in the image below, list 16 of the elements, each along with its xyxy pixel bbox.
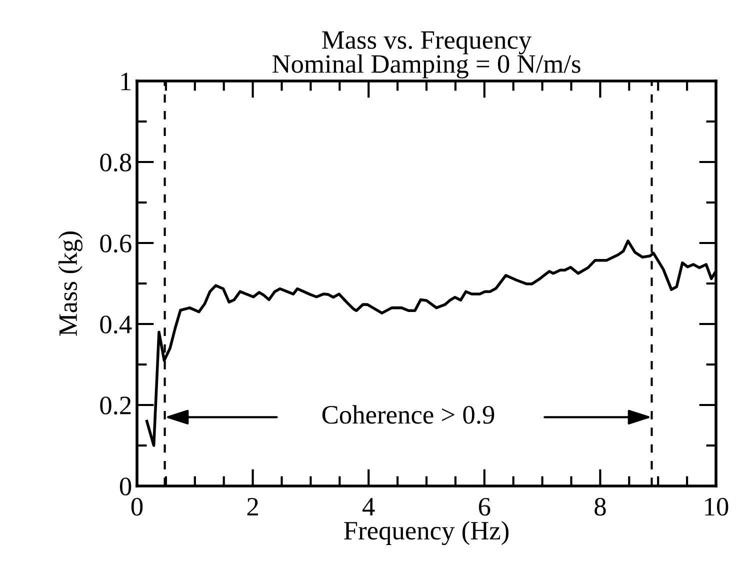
- x-tick-label: 8: [594, 498, 606, 516]
- y-axis-title: Mass (kg): [58, 232, 82, 336]
- y-tick-label: 1: [121, 72, 131, 90]
- x-tick-label: 10: [705, 498, 728, 516]
- y-tick-label: 0.2: [100, 396, 131, 415]
- y-tick-label: 0: [120, 478, 132, 496]
- x-tick-label: 4: [362, 498, 375, 516]
- x-tick-label: 2: [247, 498, 258, 516]
- y-tick-label: 0.6: [100, 234, 132, 253]
- annotation: Coherence > 0.9: [322, 405, 494, 424]
- x-tick-label: 6: [478, 498, 490, 516]
- chart-title: Mass vs. Frequency: [322, 31, 532, 54]
- y-tick-label: 0.4: [100, 316, 132, 334]
- x-axis-title: Frequency (Hz): [344, 521, 508, 546]
- chart-subtitle: Nominal Damping = 0 N/m/s: [272, 54, 580, 78]
- y-tick-label: 0.8: [100, 154, 132, 172]
